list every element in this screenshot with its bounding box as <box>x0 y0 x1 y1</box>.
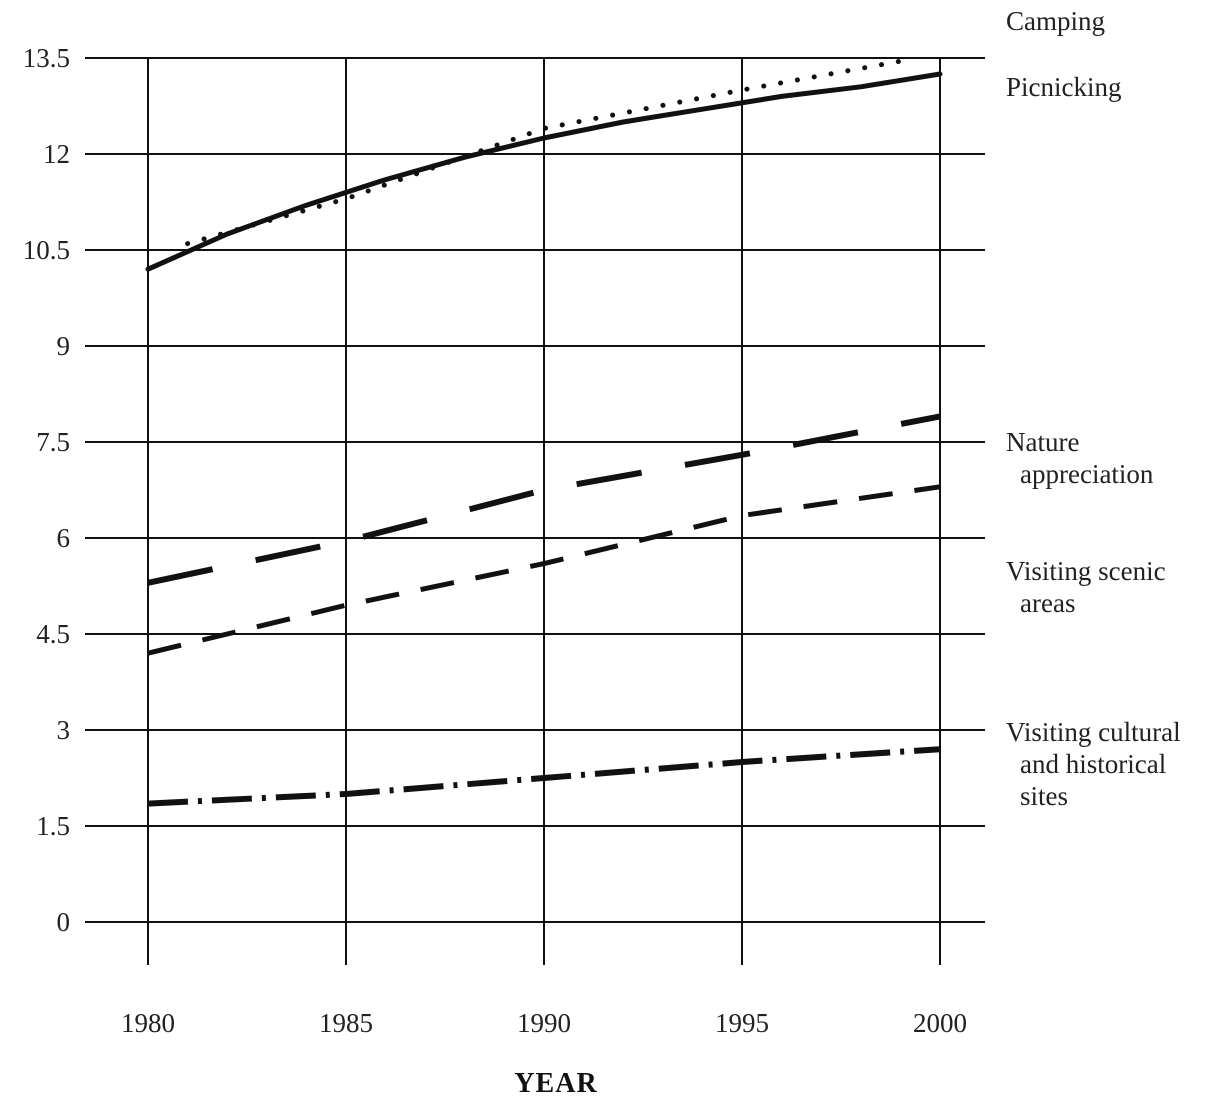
x-tick-label: 1995 <box>715 1008 769 1038</box>
series-line-visiting-cultural-and-historical-sites <box>147 746 941 807</box>
legend-label-visiting-cultural-sites: Visiting cultural and historical sites <box>1006 717 1187 811</box>
y-tick-label: 13.5 <box>23 43 70 73</box>
x-tick-label: 1980 <box>121 1008 175 1038</box>
series-line-camping <box>185 58 903 247</box>
series-line-picnicking <box>145 71 943 272</box>
series-line-visiting-scenic-areas <box>147 484 941 656</box>
y-tick-label: 1.5 <box>36 811 70 841</box>
x-tick-label: 2000 <box>913 1008 967 1038</box>
legend-label-camping: Camping <box>1006 6 1105 36</box>
legend-label-picnicking: Picnicking <box>1006 72 1122 102</box>
vertical-gridlines <box>147 58 941 965</box>
y-tick-label: 7.5 <box>36 427 70 457</box>
y-tick-label: 0 <box>57 907 71 937</box>
legend: Camping Picnicking Nature appreciation V… <box>1006 6 1187 811</box>
x-axis-title: YEAR <box>514 1068 597 1099</box>
horizontal-gridlines <box>85 57 985 923</box>
y-tick-label: 10.5 <box>23 235 70 265</box>
y-tick-label: 6 <box>57 523 71 553</box>
y-tick-label: 4.5 <box>36 619 70 649</box>
x-tick-label: 1990 <box>517 1008 571 1038</box>
x-tick-label: 1985 <box>319 1008 373 1038</box>
y-tick-label: 9 <box>57 331 71 361</box>
series-layer <box>145 58 943 807</box>
series-line-nature-appreciation <box>147 413 941 586</box>
x-axis-tick-labels: 1980 1985 1990 1995 2000 <box>121 1008 967 1038</box>
y-axis-tick-labels: 0 1.5 3 4.5 6 7.5 9 10.5 12 13.5 <box>23 43 70 937</box>
legend-label-visiting-scenic-areas: Visiting scenic areas <box>1006 556 1172 618</box>
y-tick-label: 3 <box>57 715 71 745</box>
legend-label-nature-appreciation: Nature appreciation <box>1006 427 1154 489</box>
y-tick-label: 12 <box>43 139 70 169</box>
